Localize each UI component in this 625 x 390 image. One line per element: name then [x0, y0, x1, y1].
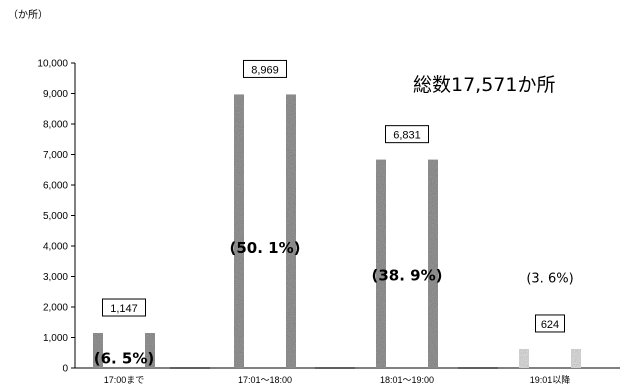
category-label: 18:01～19:00 [380, 375, 434, 385]
value-label-box [385, 125, 429, 144]
bar-2-column-2 [286, 94, 296, 369]
y-tick-label: 1,000 [43, 333, 68, 344]
bar-1-column-2 [145, 333, 155, 368]
category-labels: 17:00まで 17:01～18:00 18:01～19:00 19:01以降 [104, 374, 571, 385]
y-tick-label: 6,000 [43, 181, 68, 192]
y-tick-label: 2,000 [43, 303, 68, 314]
value-label-box [535, 314, 565, 333]
bar-1-column-1 [93, 333, 103, 368]
y-tick-label: 9,000 [43, 89, 68, 100]
bar-3-column-2 [428, 159, 438, 368]
value-labels: 1,147 8,969 6,831 624 [102, 59, 565, 333]
value-label: 6,831 [393, 130, 421, 142]
unit-label: （か所） [8, 9, 48, 21]
percent-label: (38. 9%) [372, 266, 443, 284]
value-label: 8,969 [251, 64, 279, 76]
y-tick-label: 4,000 [43, 242, 68, 253]
y-tick-label: 5,000 [43, 211, 68, 222]
bar-4-column-2 [571, 348, 581, 368]
bar-2-column-1 [234, 94, 244, 369]
value-label-box [102, 298, 146, 317]
y-tick-label: 8,000 [43, 120, 68, 131]
axes [71, 62, 620, 369]
total-label: 総数17,571か所 [413, 74, 555, 96]
percent-label: (50. 1%) [230, 239, 301, 257]
y-tick-label: 0 [62, 364, 68, 375]
y-axis-tick-labels: 0 1,000 2,000 3,000 4,000 5,000 6,000 7,000 8,00… [37, 59, 68, 375]
value-label: 1,147 [110, 303, 138, 315]
bar-3-column-1 [376, 159, 386, 368]
y-tick-label: 10,000 [37, 59, 68, 70]
bars [93, 94, 581, 369]
category-label: 17:01～18:00 [238, 375, 292, 385]
value-label: 624 [541, 319, 559, 331]
category-label: 19:01以降 [530, 374, 571, 385]
percent-label: (3. 6%) [526, 272, 573, 287]
y-tick-label: 7,000 [43, 150, 68, 161]
category-label: 17:00まで [104, 375, 145, 385]
percent-labels: (6. 5%) (50. 1%) (38. 9%) (3. 6%) [94, 239, 574, 367]
bar-4-column-1 [519, 348, 529, 368]
percent-label: (6. 5%) [94, 349, 155, 367]
y-tick-label: 3,000 [43, 272, 68, 283]
value-label-box [243, 59, 287, 78]
